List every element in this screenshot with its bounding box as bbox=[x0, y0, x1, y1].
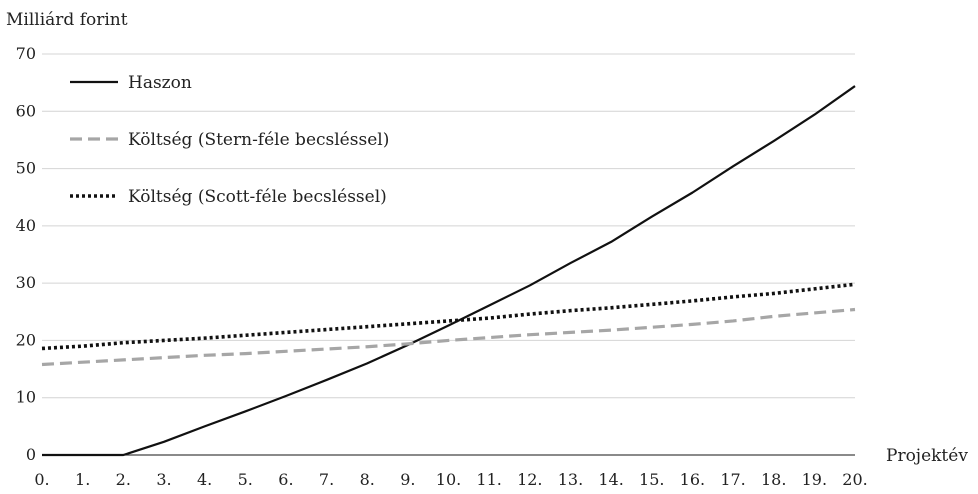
x-tick-label: 13. bbox=[558, 470, 583, 489]
series-line-2 bbox=[41, 307, 856, 367]
x-tick-label: 3. bbox=[156, 470, 171, 489]
x-tick-label: 14. bbox=[598, 470, 623, 489]
series-line-3 bbox=[41, 282, 856, 351]
x-tick-label: 11. bbox=[476, 470, 501, 489]
y-axis-title: Milliárd forint bbox=[6, 10, 128, 30]
y-tick-label: 70 bbox=[16, 44, 36, 63]
x-tick-label: 15. bbox=[639, 470, 664, 489]
y-tick-label: 50 bbox=[16, 159, 36, 178]
y-tick-label: 10 bbox=[16, 388, 36, 407]
x-tick-label: 10. bbox=[436, 470, 461, 489]
legend-label-3: Költség (Scott-féle becsléssel) bbox=[128, 187, 387, 207]
x-tick-label: 19. bbox=[802, 470, 827, 489]
legend-label-2: Költség (Stern-féle becsléssel) bbox=[128, 130, 389, 150]
series-line-1 bbox=[42, 85, 856, 457]
x-tick-label: 16. bbox=[680, 470, 705, 489]
legend: Haszon Költség (Stern-féle becsléssel) Köl… bbox=[70, 73, 389, 207]
legend-label-1: Haszon bbox=[128, 73, 192, 93]
y-tick-label: 30 bbox=[16, 273, 36, 292]
x-axis-title: Projektév bbox=[886, 446, 968, 466]
series-lines bbox=[41, 85, 856, 457]
x-tick-label: 20. bbox=[842, 470, 867, 489]
x-tick-label: 4. bbox=[197, 470, 212, 489]
grid-lines bbox=[42, 53, 855, 456]
y-tick-labels: 0 10 20 30 40 50 60 70 bbox=[16, 44, 36, 464]
x-tick-label: 6. bbox=[278, 470, 293, 489]
x-tick-label: 12. bbox=[517, 470, 542, 489]
x-tick-label: 7. bbox=[319, 470, 334, 489]
x-tick-label: 0. bbox=[34, 470, 49, 489]
x-tick-label: 8. bbox=[360, 470, 375, 489]
y-tick-label: 0 bbox=[26, 445, 36, 464]
x-tick-label: 5. bbox=[238, 470, 253, 489]
x-tick-labels: 0. 1. 2. 3. 4. 5. 6. 7. 8. 9. 10. 11. 12. 13. 14. 15. 16… bbox=[34, 470, 867, 489]
x-tick-label: 18. bbox=[761, 470, 786, 489]
x-tick-label: 9. bbox=[400, 470, 415, 489]
x-tick-label: 17. bbox=[720, 470, 745, 489]
x-tick-label: 1. bbox=[75, 470, 90, 489]
x-tick-label: 2. bbox=[116, 470, 131, 489]
y-tick-label: 60 bbox=[16, 101, 36, 120]
y-tick-label: 40 bbox=[16, 216, 36, 235]
y-tick-label: 20 bbox=[16, 330, 36, 349]
